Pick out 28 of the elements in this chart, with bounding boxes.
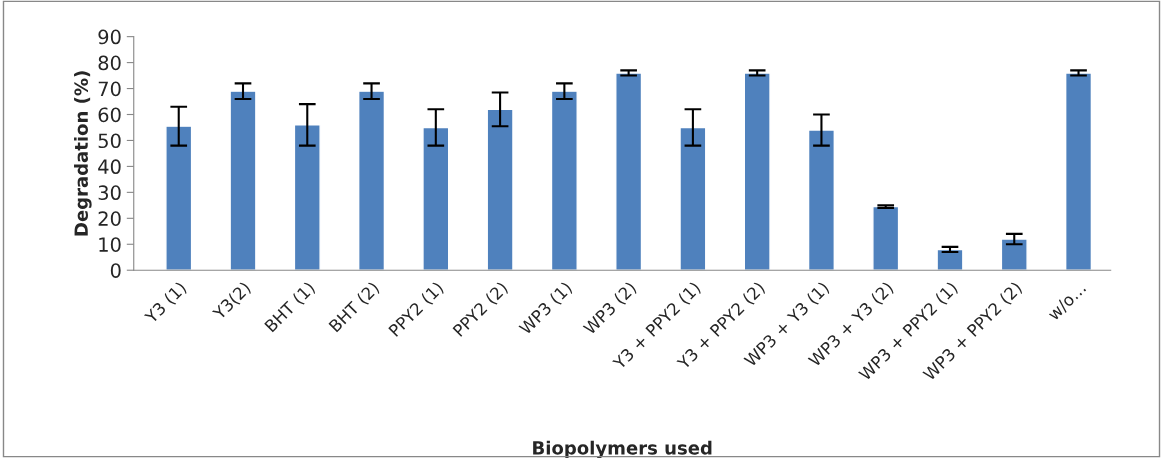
y-tick-label: 10 <box>99 237 121 252</box>
y-tick-label: 50 <box>98 133 121 149</box>
y-tick-label: 80 <box>98 55 121 71</box>
bar <box>743 72 771 271</box>
bar <box>936 248 964 271</box>
y-tick-label: 70 <box>98 81 121 97</box>
x-axis-title: Biopolymers used <box>533 440 712 458</box>
bar <box>679 126 707 271</box>
bar <box>615 72 643 271</box>
y-axis-title: Degradation (%) <box>74 71 92 236</box>
y-tick-label: 90 <box>98 29 121 45</box>
x-tick-label: Y3 (1) <box>143 280 189 326</box>
y-tick-label: 20 <box>98 211 121 226</box>
bar <box>293 124 321 271</box>
bar <box>165 125 193 271</box>
bar <box>1000 238 1028 271</box>
bar <box>1064 72 1093 271</box>
bar <box>357 90 386 271</box>
bar <box>872 205 900 271</box>
bar <box>550 90 578 271</box>
y-tick-label: 30 <box>98 185 121 201</box>
y-tick-label: 0 <box>110 263 121 278</box>
y-tick-label: 40 <box>98 159 121 175</box>
bar <box>486 108 514 271</box>
bar <box>422 126 450 271</box>
bar <box>807 129 835 271</box>
bar <box>229 90 257 271</box>
y-tick-label: 60 <box>98 107 121 123</box>
